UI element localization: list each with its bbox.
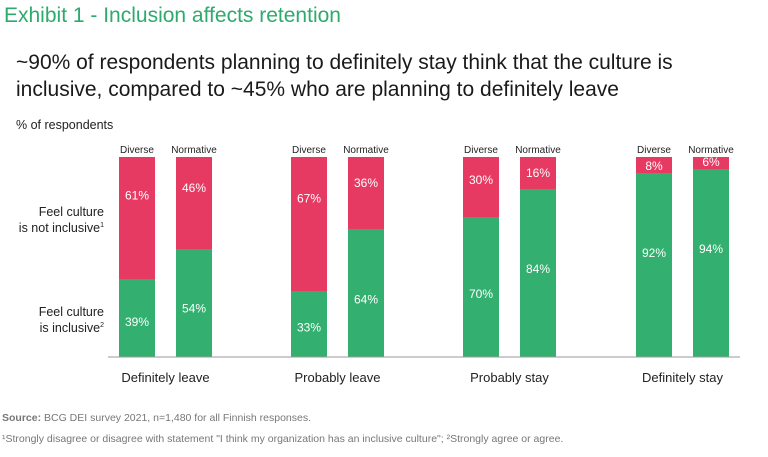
row-label-inclusive-line1: Feel culture xyxy=(39,305,104,319)
data-label-not-inclusive: 8% xyxy=(645,159,663,173)
data-label-inclusive: 64% xyxy=(354,292,378,306)
bar-inclusive-diverse xyxy=(636,173,672,357)
bar-inclusive-normative xyxy=(348,229,384,357)
bar-inclusive-normative xyxy=(176,249,212,357)
source-text: BCG DEI survey 2021, n=1,480 for all Fin… xyxy=(41,412,312,424)
bar-category-label: Diverse xyxy=(464,145,498,156)
bar-not-inclusive-diverse xyxy=(119,157,155,279)
bar-not-inclusive-diverse xyxy=(291,157,327,291)
bar-not-inclusive-normative xyxy=(693,157,729,169)
data-label-not-inclusive: 30% xyxy=(469,173,493,187)
data-label-inclusive: 33% xyxy=(297,320,321,334)
data-label-not-inclusive: 46% xyxy=(182,181,206,195)
bar-category-label: Diverse xyxy=(292,145,326,156)
group-label: Probably leave xyxy=(295,370,381,385)
data-label-not-inclusive: 36% xyxy=(354,176,378,190)
bar-inclusive-diverse xyxy=(291,291,327,357)
data-label-inclusive: 54% xyxy=(182,301,206,315)
source-note: Source: BCG DEI survey 2021, n=1,480 for… xyxy=(2,412,311,424)
bar-category-label: Normative xyxy=(688,145,734,156)
group-label: Probably stay xyxy=(470,370,549,385)
row-labels: Feel culture is not inclusive1 Feel cult… xyxy=(19,205,104,335)
data-label-inclusive: 70% xyxy=(469,287,493,301)
bar-category-label: Diverse xyxy=(120,145,154,156)
row-label-not-inclusive-line1: Feel culture xyxy=(39,205,104,219)
bar-inclusive-diverse xyxy=(119,279,155,357)
chart-headline: ~90% of respondents planning to definite… xyxy=(16,51,673,101)
data-label-inclusive: 84% xyxy=(526,262,550,276)
bar-inclusive-normative xyxy=(693,169,729,357)
bars-layer: Diverse 61% 39% Normative 46% 54% Diverse 67% 33… xyxy=(119,145,734,385)
footnote-mark-1: 1 xyxy=(100,222,104,229)
data-label-inclusive: 94% xyxy=(699,242,723,256)
group-label: Definitely stay xyxy=(642,370,723,385)
row-label-not-inclusive-line2: is not inclusive1 xyxy=(19,221,104,235)
data-label-inclusive: 92% xyxy=(642,246,666,260)
footnote-mark-2: 2 xyxy=(100,322,104,329)
source-label: Source: xyxy=(2,412,42,424)
bar-not-inclusive-normative xyxy=(520,157,556,189)
data-label-not-inclusive: 61% xyxy=(125,189,149,203)
data-label-not-inclusive: 6% xyxy=(702,155,720,169)
bar-inclusive-normative xyxy=(520,189,556,357)
row-label-inclusive-line2: is inclusive2 xyxy=(40,321,104,335)
row-label-inclusive-text: is inclusive xyxy=(40,321,100,335)
data-label-inclusive: 39% xyxy=(125,315,149,329)
bar-category-label: Normative xyxy=(343,145,389,156)
data-label-not-inclusive: 16% xyxy=(526,166,550,180)
data-label-not-inclusive: 67% xyxy=(297,192,321,206)
bar-inclusive-diverse xyxy=(463,217,499,357)
bar-category-label: Normative xyxy=(171,145,217,156)
bar-category-label: Normative xyxy=(515,145,561,156)
unit-label: % of respondents xyxy=(16,118,114,132)
exhibit-title: Exhibit 1 - Inclusion affects retention xyxy=(4,4,341,27)
row-label-not-inclusive-text: is not inclusive xyxy=(19,221,100,235)
bar-category-label: Diverse xyxy=(637,145,671,156)
bar-not-inclusive-normative xyxy=(176,157,212,249)
bar-not-inclusive-diverse xyxy=(463,157,499,217)
bar-not-inclusive-normative xyxy=(348,157,384,229)
bar-not-inclusive-diverse xyxy=(636,157,672,173)
stacked-bar-chart: Feel culture is not inclusive1 Feel cult… xyxy=(19,145,740,385)
group-label: Definitely leave xyxy=(121,370,209,385)
footnote: ¹Strongly disagree or disagree with stat… xyxy=(2,433,564,445)
